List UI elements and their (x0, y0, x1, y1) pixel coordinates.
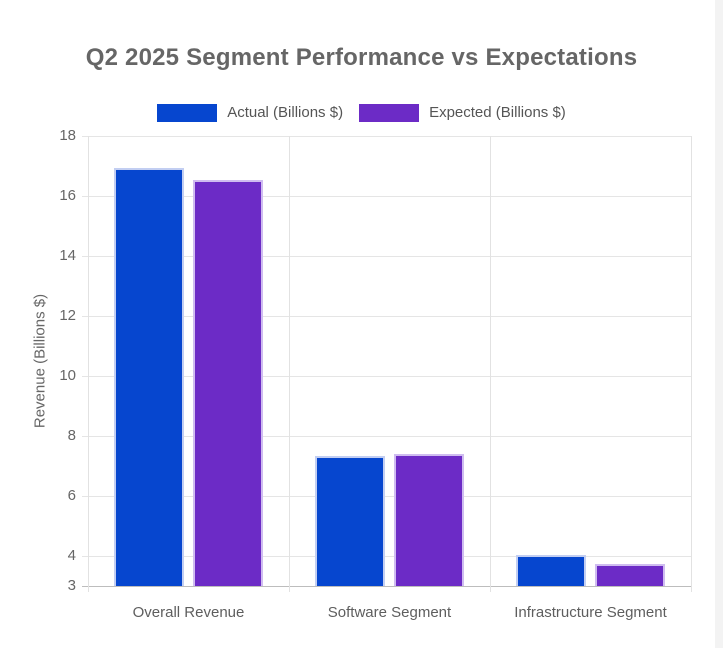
bar-actual (516, 554, 586, 586)
gridline-horizontal (82, 196, 691, 197)
legend-label: Expected (Billions $) (429, 104, 566, 121)
x-axis-baseline (82, 586, 691, 587)
gridline-horizontal (82, 496, 691, 497)
y-tick-label: 10 (59, 367, 76, 384)
y-tick-label: 6 (67, 487, 76, 504)
x-category-label: Software Segment (327, 604, 452, 621)
gridline-horizontal (82, 136, 691, 137)
legend-swatch (157, 104, 218, 122)
y-tick-label: 16 (59, 187, 76, 204)
gridline-vertical (88, 136, 89, 592)
bar-expected (193, 179, 263, 586)
gridline-vertical (289, 136, 290, 592)
legend-item-actual[interactable]: Actual (Billions $) (157, 104, 343, 122)
gridline-horizontal (82, 256, 691, 257)
bar-expected (394, 454, 464, 586)
chart-title: Q2 2025 Segment Performance vs Expectati… (85, 44, 638, 71)
y-tick-label: 4 (67, 547, 76, 564)
y-tick-label: 12 (59, 307, 76, 324)
bar-actual (114, 167, 184, 586)
legend: Actual (Billions $) Expected (Billions $) (0, 104, 723, 122)
y-tick-label: 14 (59, 247, 76, 264)
gridline-vertical (691, 136, 692, 592)
bar-expected (595, 563, 665, 586)
bar-actual (315, 455, 385, 586)
legend-swatch (359, 104, 420, 122)
legend-label: Actual (Billions $) (227, 104, 344, 121)
gridline-vertical (490, 136, 491, 592)
y-tick-label: 8 (67, 427, 76, 444)
y-tick-label: 18 (59, 127, 76, 144)
y-tick-label: 3 (67, 577, 76, 594)
gridline-horizontal (82, 436, 691, 437)
x-category-label: Overall Revenue (132, 604, 245, 621)
legend-item-expected[interactable]: Expected (Billions $) (359, 104, 566, 122)
gridline-horizontal (82, 376, 691, 377)
gridline-horizontal (82, 316, 691, 317)
scrollbar-track[interactable] (715, 0, 723, 648)
gridline-horizontal (82, 556, 691, 557)
x-category-label: Infrastructure Segment (514, 604, 667, 621)
